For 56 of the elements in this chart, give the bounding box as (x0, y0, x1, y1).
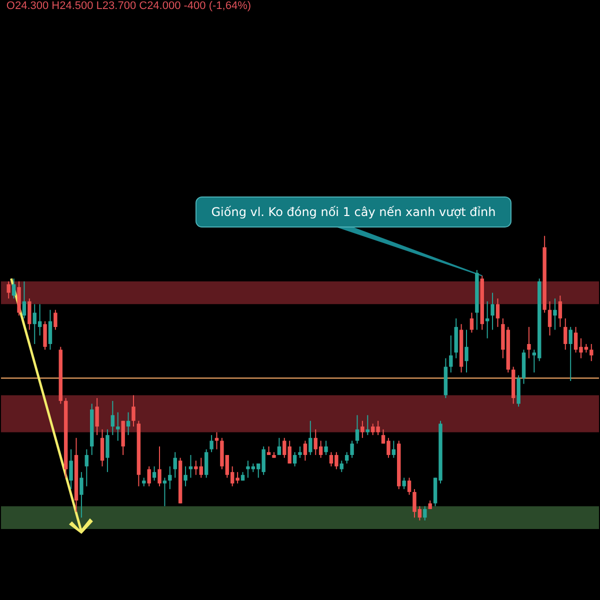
candlestick (126, 412, 130, 436)
candlestick (214, 432, 219, 450)
candlestick (464, 329, 468, 373)
candlestick (100, 428, 104, 467)
candlestick (470, 312, 474, 334)
candlestick (292, 452, 297, 467)
candlestick (28, 298, 32, 330)
candlestick (152, 466, 156, 482)
chart-title: O24.300 H24.500 L23.700 C24.000 -400 (-1,64%) (6, 0, 252, 12)
candlestick (210, 434, 214, 453)
candlestick (303, 440, 308, 462)
candlestick (308, 420, 312, 456)
candlestick (344, 452, 349, 464)
candlestick (6, 280, 10, 299)
candlestick (147, 466, 151, 487)
candlestick (324, 440, 328, 456)
candlestick (84, 448, 89, 487)
candlestick (116, 412, 120, 442)
candlestick (69, 448, 73, 490)
candlestick (360, 420, 364, 438)
candlestick (568, 326, 572, 382)
candlestick (43, 320, 47, 350)
candlestick (407, 477, 412, 496)
candlestick (449, 334, 453, 373)
candlestick (173, 452, 177, 478)
candlestick (496, 298, 500, 328)
candlestick (184, 466, 188, 487)
candlestick (162, 477, 167, 507)
candlestick (590, 344, 594, 362)
candlestick (340, 460, 344, 473)
candlestick (204, 448, 208, 478)
candlestick (54, 309, 58, 330)
candlestick (548, 300, 552, 336)
candlestick (110, 400, 115, 436)
candlestick (95, 398, 99, 436)
candlestick (355, 414, 360, 444)
candlestick (48, 309, 52, 350)
candlestick (106, 428, 110, 473)
candlestick (564, 318, 568, 350)
candlestick (392, 440, 396, 458)
candlestick (402, 477, 406, 490)
candlestick (527, 326, 531, 359)
candlestick (132, 394, 136, 428)
candlestick (558, 295, 562, 328)
text: Giống vl. Ko đóng nối 1 cây nến xanh vượt đỉnh (211, 205, 496, 219)
candlestick (350, 440, 354, 458)
candlestick (423, 506, 427, 521)
candlestick (22, 280, 26, 319)
candlestick (298, 446, 302, 458)
candlestick (168, 466, 172, 490)
candlestick (490, 292, 494, 330)
candlestick (158, 446, 162, 487)
candlestick (80, 472, 84, 518)
candlestick (12, 278, 16, 299)
candlestick (553, 298, 557, 330)
candlestick (277, 437, 282, 456)
